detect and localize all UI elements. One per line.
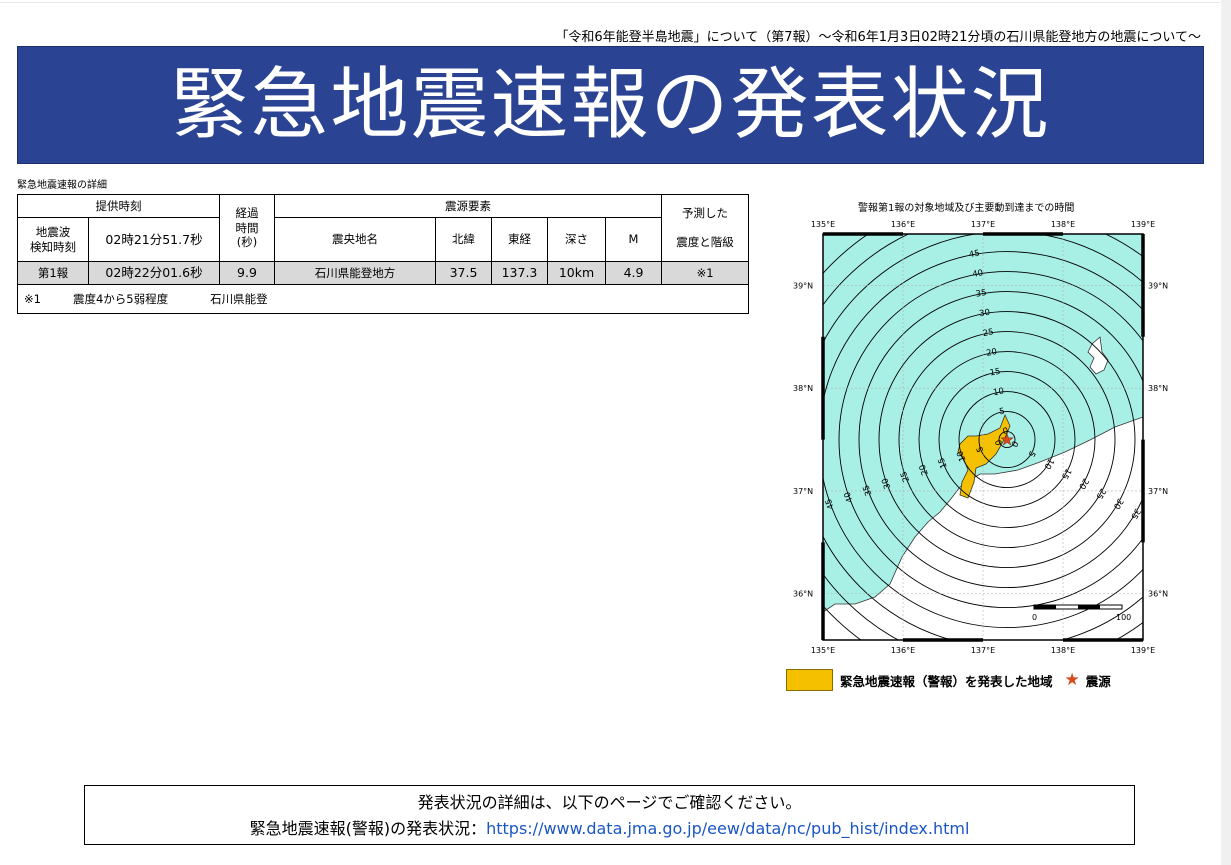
contour-label-35-sw: 35	[861, 483, 874, 497]
contour-ring-7	[858, 291, 1143, 588]
contour-label-25-sw: 25	[899, 470, 912, 484]
lon-label-top-1: 136°E	[891, 220, 915, 229]
warning-area-swatch	[786, 669, 833, 691]
header-predicted-intensity: 予測した 震度と階級	[661, 194, 750, 262]
page-title: 緊急地震速報の発表状況	[170, 60, 1051, 150]
contour-label-20-se: 20	[1076, 476, 1090, 490]
contour-label-15-sw: 15	[937, 456, 950, 470]
lat-label-left-3: 36°N	[793, 590, 813, 599]
sado-island	[1087, 336, 1109, 375]
contour-label-45-sw: 45	[824, 497, 837, 511]
contour-label-10-sw: 10	[955, 449, 968, 463]
lat-label-right-2: 37°N	[1148, 487, 1168, 496]
contour-label-15-n: 15	[989, 367, 1001, 379]
lon-label-top-0: 135°E	[811, 220, 835, 229]
contour-label-35-n: 35	[975, 288, 987, 300]
contour-label-20-n: 20	[986, 347, 998, 359]
contour-ring-9	[823, 251, 1143, 628]
header-mag: M	[604, 217, 663, 262]
lon-label-bottom-0: 135°E	[811, 646, 835, 655]
contour-label-5-n: 5	[999, 407, 1006, 418]
lat-label-right-0: 39°N	[1148, 281, 1168, 290]
scale-label-0: 0	[1032, 613, 1037, 622]
history-link[interactable]: https://www.data.jma.go.jp/eew/data/nc/p…	[486, 819, 970, 838]
info-line1: 発表状況の詳細は、以下のページでご確認ください。	[417, 793, 802, 812]
info-line2: 緊急地震速報(警報)の発表状況：https://www.data.jma.go.…	[249, 819, 970, 838]
contour-label-0-n: 0	[1002, 426, 1009, 437]
contour-label-45-n: 45	[968, 249, 980, 261]
contour-ring-5	[898, 331, 1116, 549]
lon-label-bottom-3: 138°E	[1051, 646, 1075, 655]
contour-label-10-se: 10	[1042, 456, 1056, 470]
header-elapsed: 経過 時間 (秒)	[219, 194, 275, 262]
contour-label-25-se: 25	[1093, 486, 1107, 500]
axis-labels: 135°E 135°E 136°E 136°E 137°E 137°E 138°E 138°E…	[793, 220, 1168, 655]
contour-label-40-sw: 40	[843, 490, 856, 504]
report-subtitle: 「令和6年能登半島地震」について（第7報）～令和6年1月3日02時21分頃の石川…	[555, 30, 1201, 45]
lon-label-bottom-1: 136°E	[891, 646, 915, 655]
contour-ring-2	[958, 391, 1056, 489]
honshu-land	[823, 416, 1143, 640]
lon-label-bottom-2: 137°E	[971, 646, 995, 655]
map-legend: 緊急地震速報（警報）を発表した地域 ★ 震源	[786, 669, 1111, 691]
contour-ring-3	[938, 371, 1076, 509]
contour-label-5-sw: 5	[975, 445, 986, 454]
map-title: 警報第1報の対象地域及び主要動到達までの時間	[858, 203, 1075, 214]
header-detect: 地震波 検知時刻	[17, 217, 89, 262]
contour-label-10-n: 10	[992, 386, 1004, 398]
legend-epicenter: 震源	[1085, 673, 1111, 689]
header-lat: 北緯	[435, 217, 492, 262]
lon-label-top-4: 139°E	[1131, 220, 1155, 229]
lon-label-top-2: 137°E	[971, 220, 995, 229]
lat-label-left-0: 39°N	[793, 281, 813, 290]
contour-ring-0	[998, 431, 1016, 449]
contour-labels: 00 055 51010101515152020202525253030303535…	[824, 249, 1142, 521]
lon-label-top-3: 138°E	[1051, 220, 1075, 229]
lat-label-left-1: 38°N	[793, 384, 813, 393]
contour-label-30-se: 30	[1111, 496, 1125, 510]
header-depth: 深さ	[547, 217, 606, 262]
header-epicenter: 震央地名	[274, 217, 436, 262]
contour-ring-8	[838, 271, 1143, 608]
scale-bar: 0 100	[1032, 604, 1131, 622]
map-gridlines	[823, 234, 1143, 640]
page-scrollbar[interactable]	[1221, 0, 1231, 865]
contour-ring-4	[918, 351, 1096, 529]
contour-ring-6	[878, 311, 1136, 569]
contour-label-30-sw: 30	[880, 477, 893, 491]
frame-ticks	[821, 232, 1145, 642]
contour-label-35-se: 35	[1128, 506, 1142, 520]
lon-label-bottom-4: 139°E	[1131, 646, 1155, 655]
contour-label-20-sw: 20	[918, 463, 931, 477]
contour-label-15-se: 15	[1059, 466, 1073, 480]
contour-label-0-sw: 0	[994, 438, 1005, 447]
lat-label-left-2: 37°N	[793, 487, 813, 496]
table-row: 第1報 02時22分01.6秒 9.9 石川県能登地方 37.5 137.3 1…	[17, 261, 750, 285]
contour-label-5-se: 5	[1026, 449, 1037, 459]
eew-detail-table: 提供時刻 経過 時間 (秒) 震源要素 予測した 震度と階級 地震波 検知時刻 …	[16, 194, 750, 314]
contour-label-0-se: 0	[1008, 439, 1019, 449]
arrival-time-contours	[823, 234, 1143, 640]
contour-label-30-n: 30	[979, 308, 991, 320]
contour-label-25-n: 25	[982, 327, 994, 339]
header-lon: 東経	[491, 217, 548, 262]
section-label: 緊急地震速報の詳細	[17, 180, 107, 191]
contour-ring-1	[978, 411, 1036, 469]
info-box: 発表状況の詳細は、以下のページでご確認ください。 緊急地震速報(警報)の発表状況…	[84, 785, 1135, 845]
detect-time: 02時21分51.7秒	[88, 217, 220, 262]
legend-warning-area: 緊急地震速報（警報）を発表した地域	[840, 673, 1053, 689]
lat-label-right-3: 36°N	[1148, 590, 1168, 599]
title-banner: 緊急地震速報の発表状況	[17, 46, 1204, 164]
legend-star-icon: ★	[1064, 670, 1080, 690]
header-provided-time: 提供時刻	[17, 194, 220, 218]
top-divider	[0, 2, 1220, 3]
scale-label-100: 100	[1116, 613, 1131, 622]
warning-area-map: 00 055 51010101515152020202525253030303535…	[793, 220, 1168, 655]
noto-warning-area	[957, 413, 1011, 499]
header-source-elements: 震源要素	[273, 194, 663, 218]
intensity-note: ※1 震度4から5弱程度 石川県能登	[16, 284, 750, 314]
contour-label-40-n: 40	[972, 268, 984, 280]
epicenter-star-icon: ★	[1000, 430, 1014, 449]
lat-label-right-1: 38°N	[1148, 384, 1168, 393]
